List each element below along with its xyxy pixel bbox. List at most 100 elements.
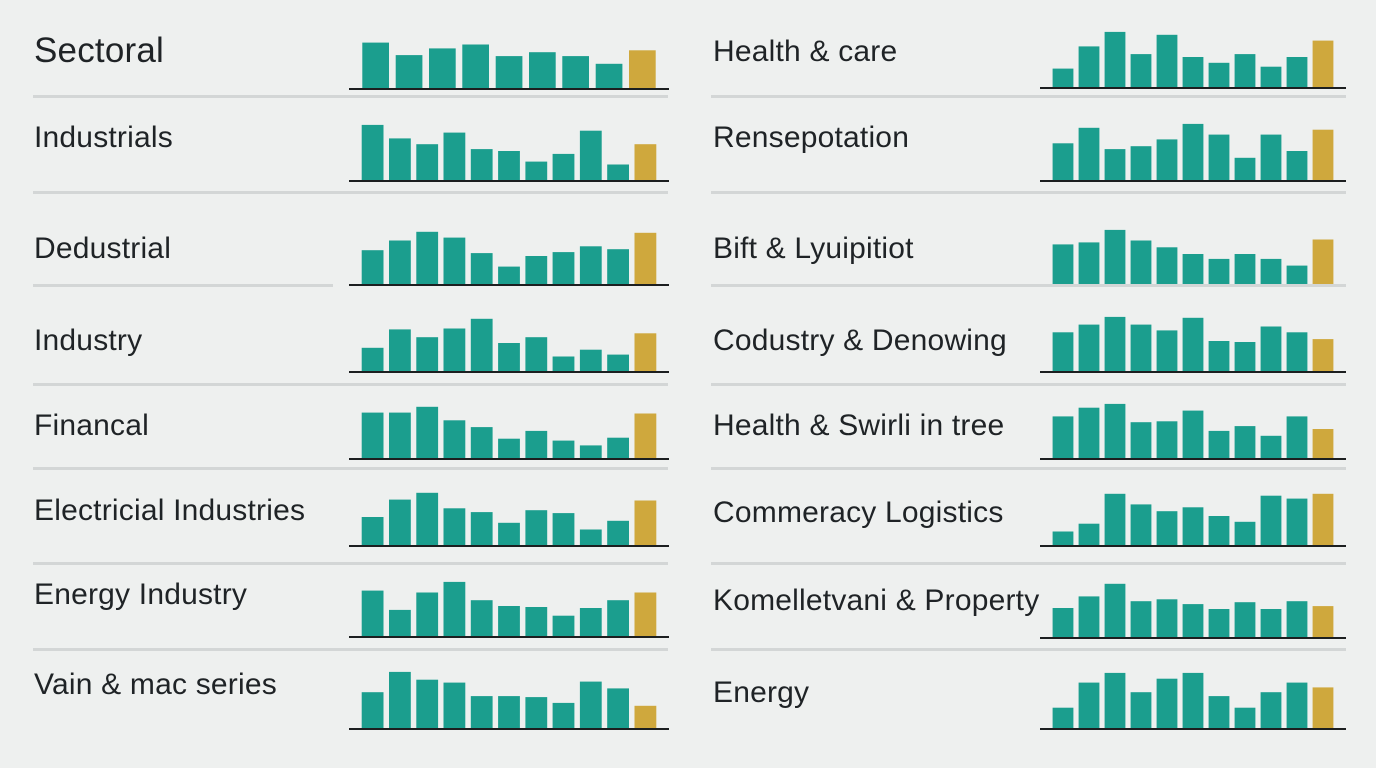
bar (389, 412, 411, 458)
sparkline-chart (349, 492, 669, 547)
row-label: Commeracy Logistics (713, 496, 1004, 529)
bar (607, 354, 629, 371)
bar (1104, 493, 1126, 545)
bar (1208, 258, 1230, 284)
bar (1208, 341, 1230, 371)
bar-highlight (1312, 493, 1334, 545)
row-label: Codustry & Denowing (713, 324, 1007, 357)
bar (552, 252, 575, 284)
bar (1234, 426, 1256, 458)
bar (1208, 516, 1230, 545)
bar (1130, 692, 1152, 728)
bar (1130, 146, 1152, 180)
bar (1182, 507, 1204, 545)
bar (607, 249, 629, 284)
bar (498, 522, 520, 545)
bar (361, 250, 384, 284)
bar (470, 318, 493, 371)
bar (1052, 244, 1074, 284)
bar (470, 512, 493, 545)
bar (607, 437, 629, 458)
bar (470, 149, 493, 180)
bar (579, 445, 602, 458)
bar (1078, 324, 1100, 371)
bar (1286, 601, 1308, 637)
bar (1104, 149, 1126, 180)
bar (525, 161, 548, 180)
bar (552, 356, 575, 371)
bar (579, 608, 602, 636)
sparkline-chart (349, 581, 669, 638)
bar (443, 508, 466, 545)
row-divider (33, 648, 668, 651)
bar (498, 438, 520, 458)
bar-highlight (634, 500, 657, 545)
bar-highlight (1312, 606, 1334, 637)
bar (1052, 416, 1074, 458)
bar (552, 702, 575, 728)
bar (1286, 151, 1308, 180)
bar (1078, 523, 1100, 545)
row-divider (33, 191, 668, 194)
bar (529, 52, 556, 88)
bar (1182, 317, 1204, 371)
bar (443, 682, 466, 728)
bar (1286, 416, 1308, 458)
row-divider (711, 191, 1346, 194)
row-divider (711, 648, 1346, 651)
bar-highlight (634, 333, 657, 371)
bar (416, 337, 439, 371)
bar (1104, 31, 1126, 87)
bar (579, 529, 602, 545)
bar (495, 56, 523, 88)
bar (1286, 682, 1308, 728)
bar-highlight (1312, 687, 1334, 728)
bar-highlight (634, 413, 657, 458)
bar (395, 55, 423, 88)
bar (389, 240, 411, 284)
bar (1052, 332, 1074, 371)
row-label: Rensepotation (713, 121, 910, 154)
bar (1234, 707, 1256, 728)
bar (595, 63, 623, 88)
bar (552, 513, 575, 545)
sparkline-chart (349, 231, 669, 286)
bar (470, 253, 493, 284)
bar (1286, 57, 1308, 87)
bar-highlight (629, 50, 656, 88)
bar (1156, 34, 1178, 87)
bar (361, 347, 384, 371)
bar (607, 600, 629, 636)
bar (443, 237, 466, 284)
bar-highlight (1312, 429, 1334, 458)
bar (1234, 157, 1256, 180)
bar (389, 499, 411, 545)
bar (1156, 247, 1178, 284)
bar (1182, 672, 1204, 728)
bar (1286, 498, 1308, 545)
bar (361, 517, 384, 545)
bar (607, 688, 629, 728)
bar (607, 520, 629, 545)
bar (416, 592, 439, 636)
bar (443, 132, 466, 180)
sparkline-chart (349, 406, 669, 460)
bar (1078, 127, 1100, 180)
bar (562, 56, 589, 88)
bar (1052, 608, 1074, 637)
row-label: Komelletvani & Property (713, 584, 1040, 617)
bar (389, 671, 411, 728)
bar (389, 609, 411, 636)
bar (389, 138, 411, 180)
bar (1130, 601, 1152, 637)
row-divider (711, 95, 1346, 98)
bar (525, 430, 548, 458)
row-label: Dedustrial (34, 232, 172, 265)
bar (1260, 134, 1282, 180)
bar (1156, 421, 1178, 458)
sparkline-chart (1040, 123, 1346, 182)
row-label: Bift & Lyuipitiot (713, 232, 914, 265)
row-label: Health & Swirli in tree (713, 409, 1005, 442)
bar-highlight (634, 705, 657, 728)
